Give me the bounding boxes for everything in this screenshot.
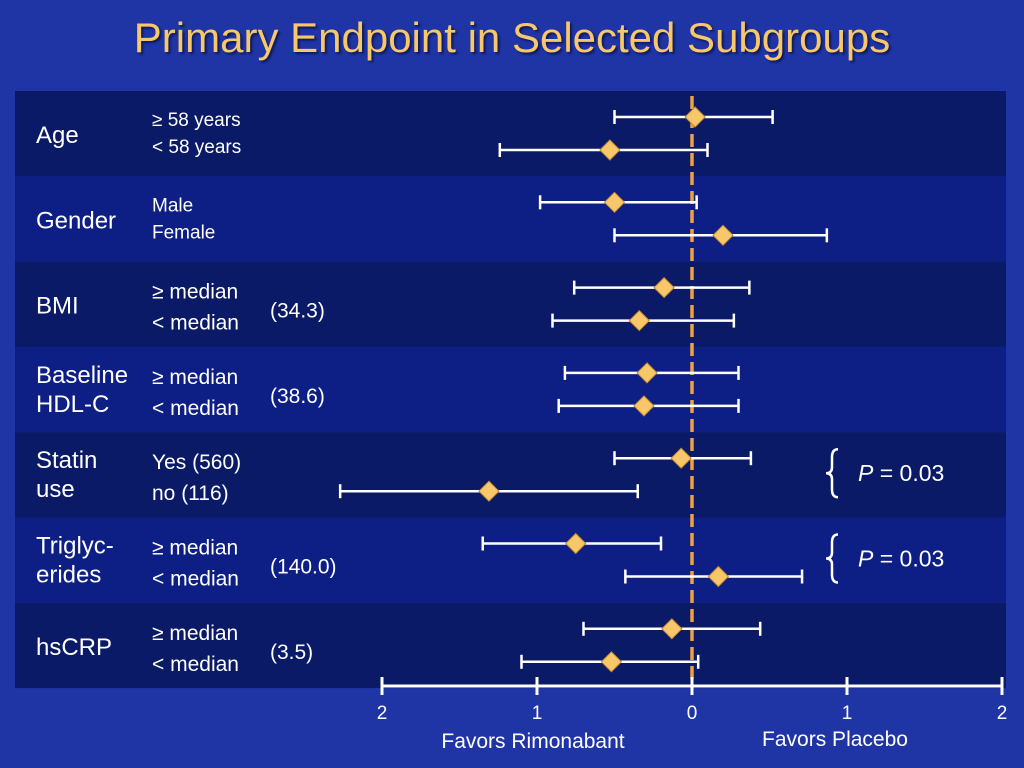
row-band [15, 602, 1006, 689]
x-tick-label: 0 [687, 703, 698, 724]
estimate-marker [603, 191, 626, 214]
x-label-right: Favors Placebo [762, 728, 908, 751]
group-name: Age [36, 122, 79, 149]
group-name: hsCRP [36, 634, 112, 661]
estimate-marker [628, 309, 651, 332]
estimate-marker [707, 565, 730, 588]
subgroup-label: ≥ median [152, 281, 238, 304]
group-name: BMI [36, 293, 79, 320]
brace [825, 533, 839, 584]
estimate-marker [600, 651, 623, 673]
group-name: Statin [36, 447, 97, 474]
median-value: (34.3) [270, 300, 325, 323]
subgroup-label: < median [152, 568, 239, 591]
row-band [15, 517, 1006, 603]
subgroup-label: ≥ median [152, 622, 238, 645]
median-value: (140.0) [270, 556, 337, 579]
subgroup-label: Male [152, 195, 193, 216]
group-name: Gender [36, 207, 116, 234]
group-name: Triglyc- [36, 533, 114, 560]
estimate-marker [661, 618, 683, 640]
estimate-marker [478, 480, 500, 502]
x-tick-label: 1 [532, 703, 543, 724]
estimate-marker [653, 276, 675, 299]
chart-title: Primary Endpoint in Selected Subgroups [133, 14, 891, 61]
row-band [15, 91, 1006, 177]
group-name: use [36, 476, 75, 503]
estimate-marker [565, 532, 587, 555]
estimate-marker [670, 447, 692, 469]
median-value: (3.5) [270, 641, 313, 664]
row-band [15, 346, 1006, 433]
subgroup-label: ≥ median [152, 366, 238, 389]
subgroup-label: < median [152, 653, 239, 676]
row-band [15, 176, 1006, 262]
estimate-marker [599, 139, 621, 161]
subgroup-label: < median [152, 397, 239, 420]
x-tick-label: 2 [997, 703, 1008, 724]
subgroup-label: < median [152, 312, 239, 335]
subgroup-label: < 58 years [152, 137, 241, 158]
row-band [15, 261, 1006, 347]
brace [825, 447, 839, 499]
estimate-marker [712, 224, 734, 247]
subgroup-label: no (116) [152, 482, 229, 505]
p-value: P = 0.03 [858, 460, 944, 486]
row-band [15, 432, 1006, 518]
subgroup-label: ≥ median [152, 537, 238, 560]
p-value: P = 0.03 [858, 546, 944, 572]
median-value: (38.6) [270, 385, 325, 408]
subgroup-label: ≥ 58 years [152, 110, 241, 131]
group-name: erides [36, 562, 101, 589]
group-name: Baseline [36, 362, 128, 389]
subgroup-label: Yes (560) [152, 451, 241, 474]
group-name: HDL-C [36, 391, 109, 418]
x-tick-label: 2 [377, 703, 388, 724]
x-label-left: Favors Rimonabant [441, 730, 624, 753]
x-tick-label: 1 [842, 703, 853, 724]
estimate-marker [633, 395, 655, 417]
estimate-marker [636, 362, 658, 384]
subgroup-label: Female [152, 222, 215, 243]
estimate-marker [684, 106, 706, 128]
